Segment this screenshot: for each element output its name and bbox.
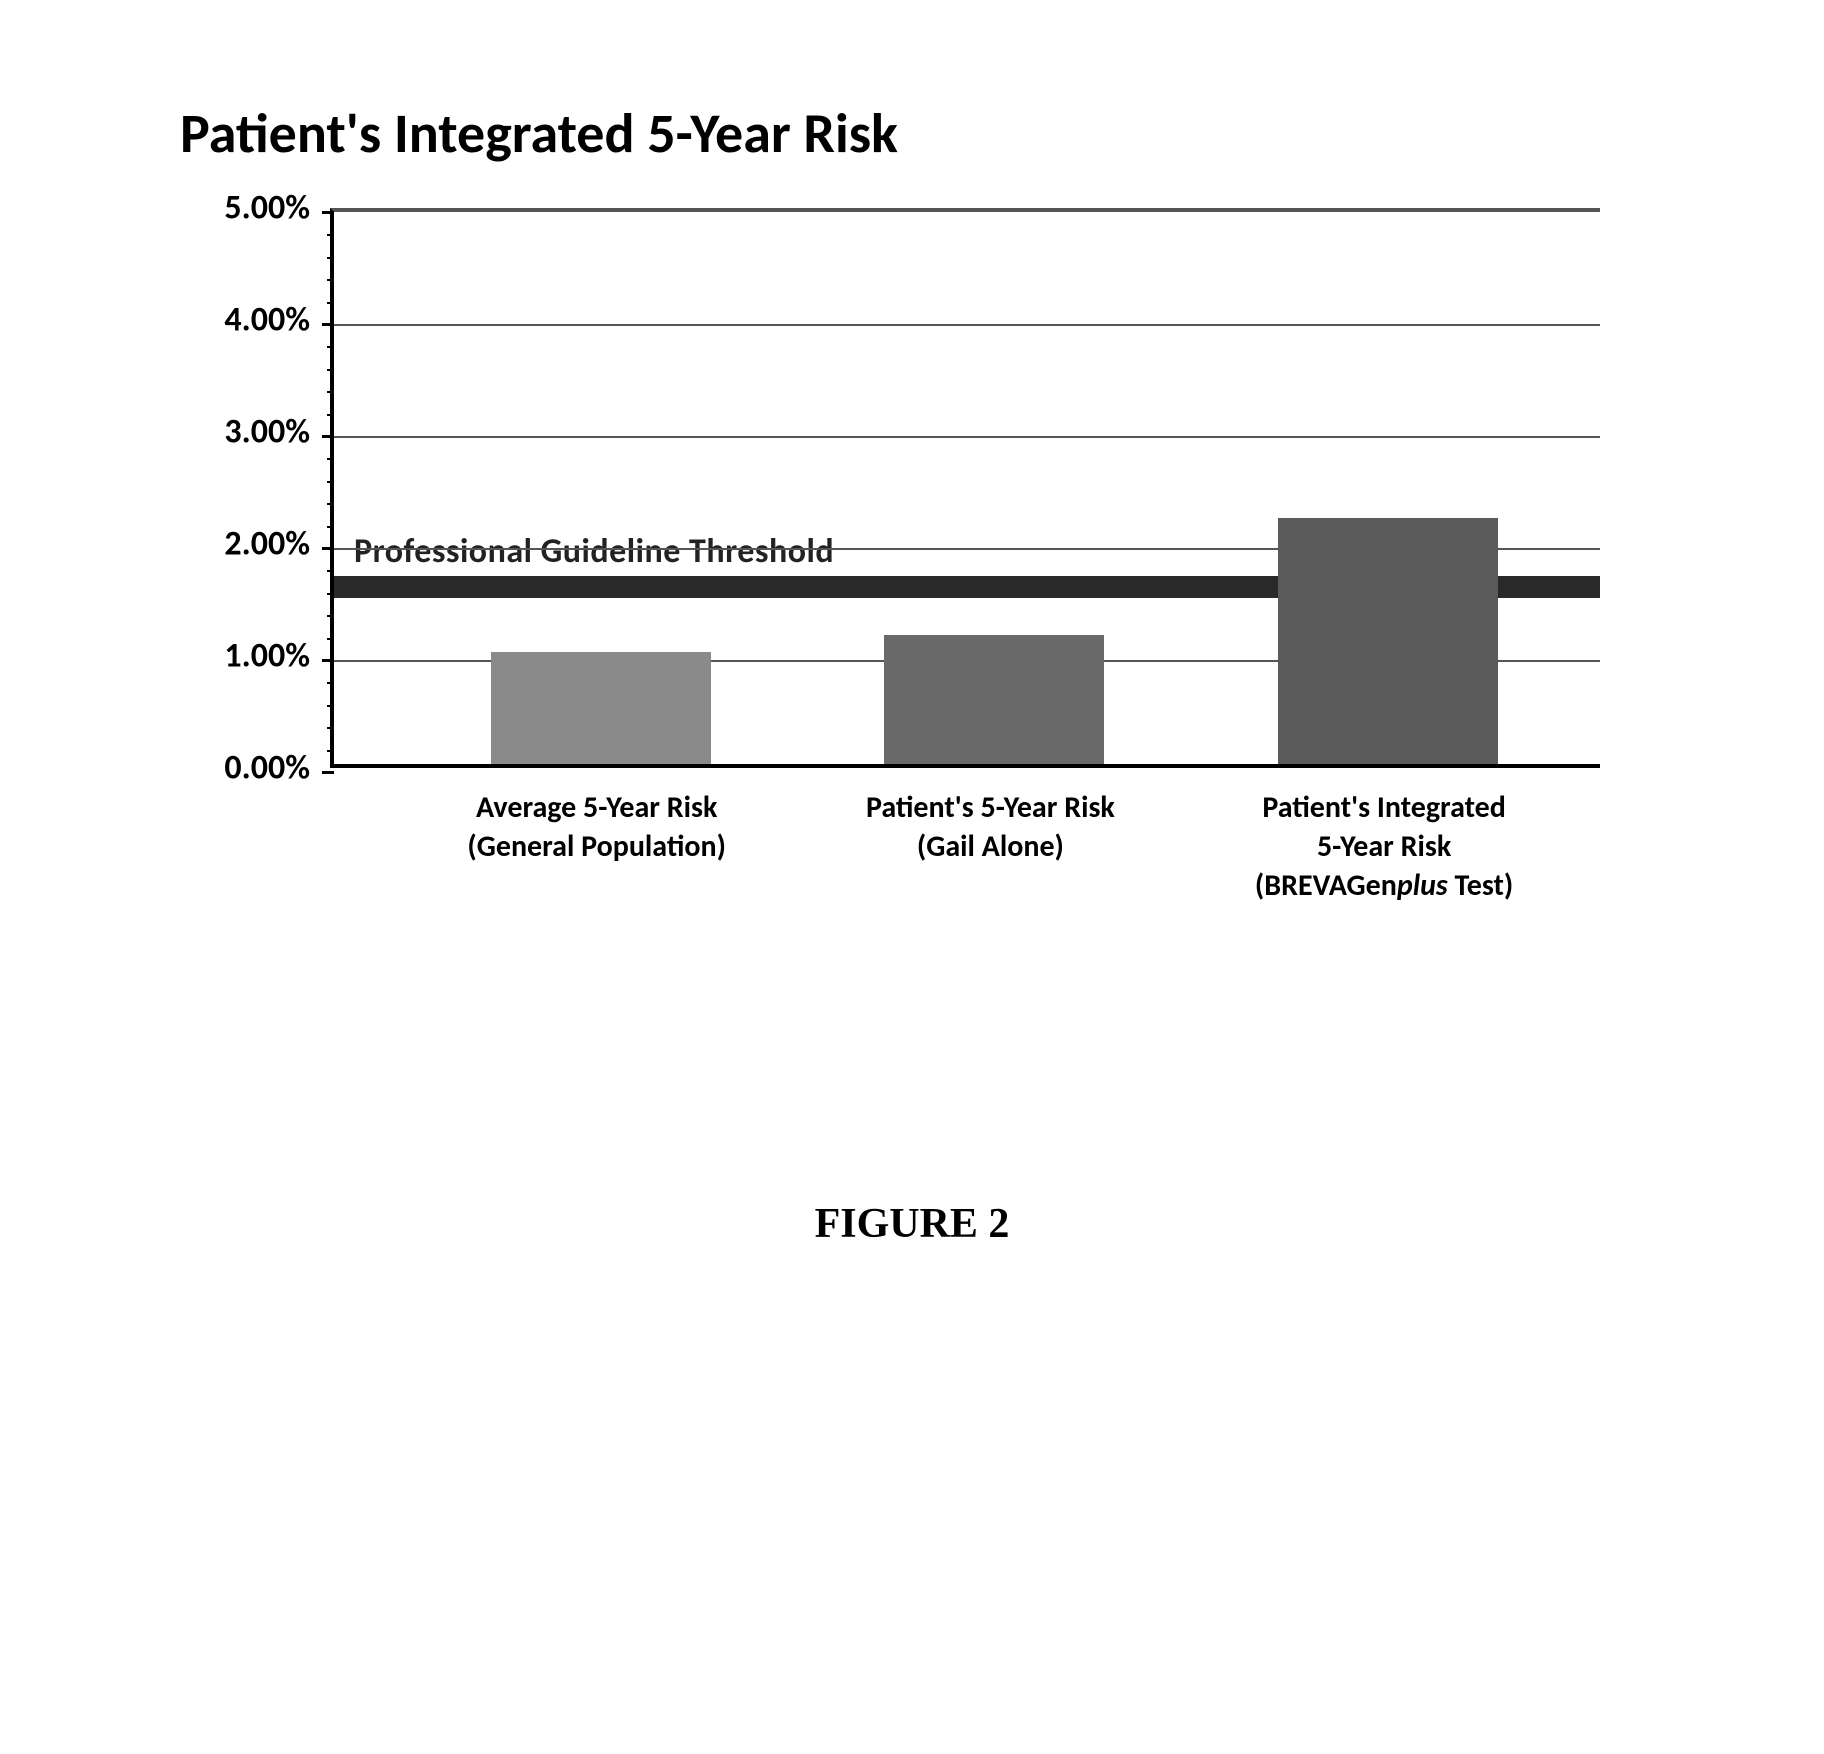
y-tick-mark [322, 659, 334, 662]
x-category-label: Patient's Integrated5-Year Risk(BREVAGen… [1204, 788, 1564, 905]
bar [1278, 518, 1498, 764]
y-tick-label: 4.00% [224, 300, 310, 341]
y-tick-mark [322, 771, 334, 774]
y-minor-tick [327, 705, 334, 707]
y-minor-tick [327, 593, 334, 595]
chart-area: 0.00%1.00%2.00%3.00%4.00%5.00% Professio… [160, 208, 1660, 768]
y-minor-tick [327, 279, 334, 281]
y-minor-tick [327, 234, 334, 236]
y-minor-tick [327, 682, 334, 684]
bar [491, 652, 711, 764]
y-minor-tick [327, 503, 334, 505]
y-minor-tick [327, 638, 334, 640]
y-minor-tick [327, 369, 334, 371]
y-minor-tick [327, 257, 334, 259]
x-category-label: Average 5-Year Risk(General Population) [417, 788, 777, 866]
y-tick-mark [322, 323, 334, 326]
y-tick-mark [322, 435, 334, 438]
y-tick-label: 2.00% [224, 524, 310, 565]
y-minor-tick [327, 727, 334, 729]
gridline [334, 436, 1600, 438]
chart-title: Patient's Integrated 5-Year Risk [180, 100, 1660, 168]
y-minor-tick [327, 750, 334, 752]
y-minor-tick [327, 346, 334, 348]
y-tick-label: 1.00% [224, 636, 310, 677]
y-minor-tick [327, 391, 334, 393]
y-minor-tick [327, 526, 334, 528]
gridline [334, 324, 1600, 326]
y-tick-label: 5.00% [224, 188, 310, 229]
y-minor-tick [327, 570, 334, 572]
figure-caption: FIGURE 2 [0, 1200, 1824, 1248]
y-minor-tick [327, 302, 334, 304]
y-minor-tick [327, 458, 334, 460]
y-minor-tick [327, 414, 334, 416]
y-minor-tick [327, 481, 334, 483]
x-category-label: Patient's 5-Year Risk(Gail Alone) [810, 788, 1170, 866]
threshold-label: Professional Guideline Threshold [354, 531, 834, 572]
plot-area: Professional Guideline Threshold [330, 208, 1600, 768]
y-tick-mark [322, 547, 334, 550]
y-minor-tick [327, 615, 334, 617]
y-axis: 0.00%1.00%2.00%3.00%4.00%5.00% [160, 208, 330, 768]
bar [884, 635, 1104, 764]
y-tick-label: 3.00% [224, 412, 310, 453]
y-tick-mark [322, 211, 334, 214]
y-tick-label: 0.00% [224, 748, 310, 789]
